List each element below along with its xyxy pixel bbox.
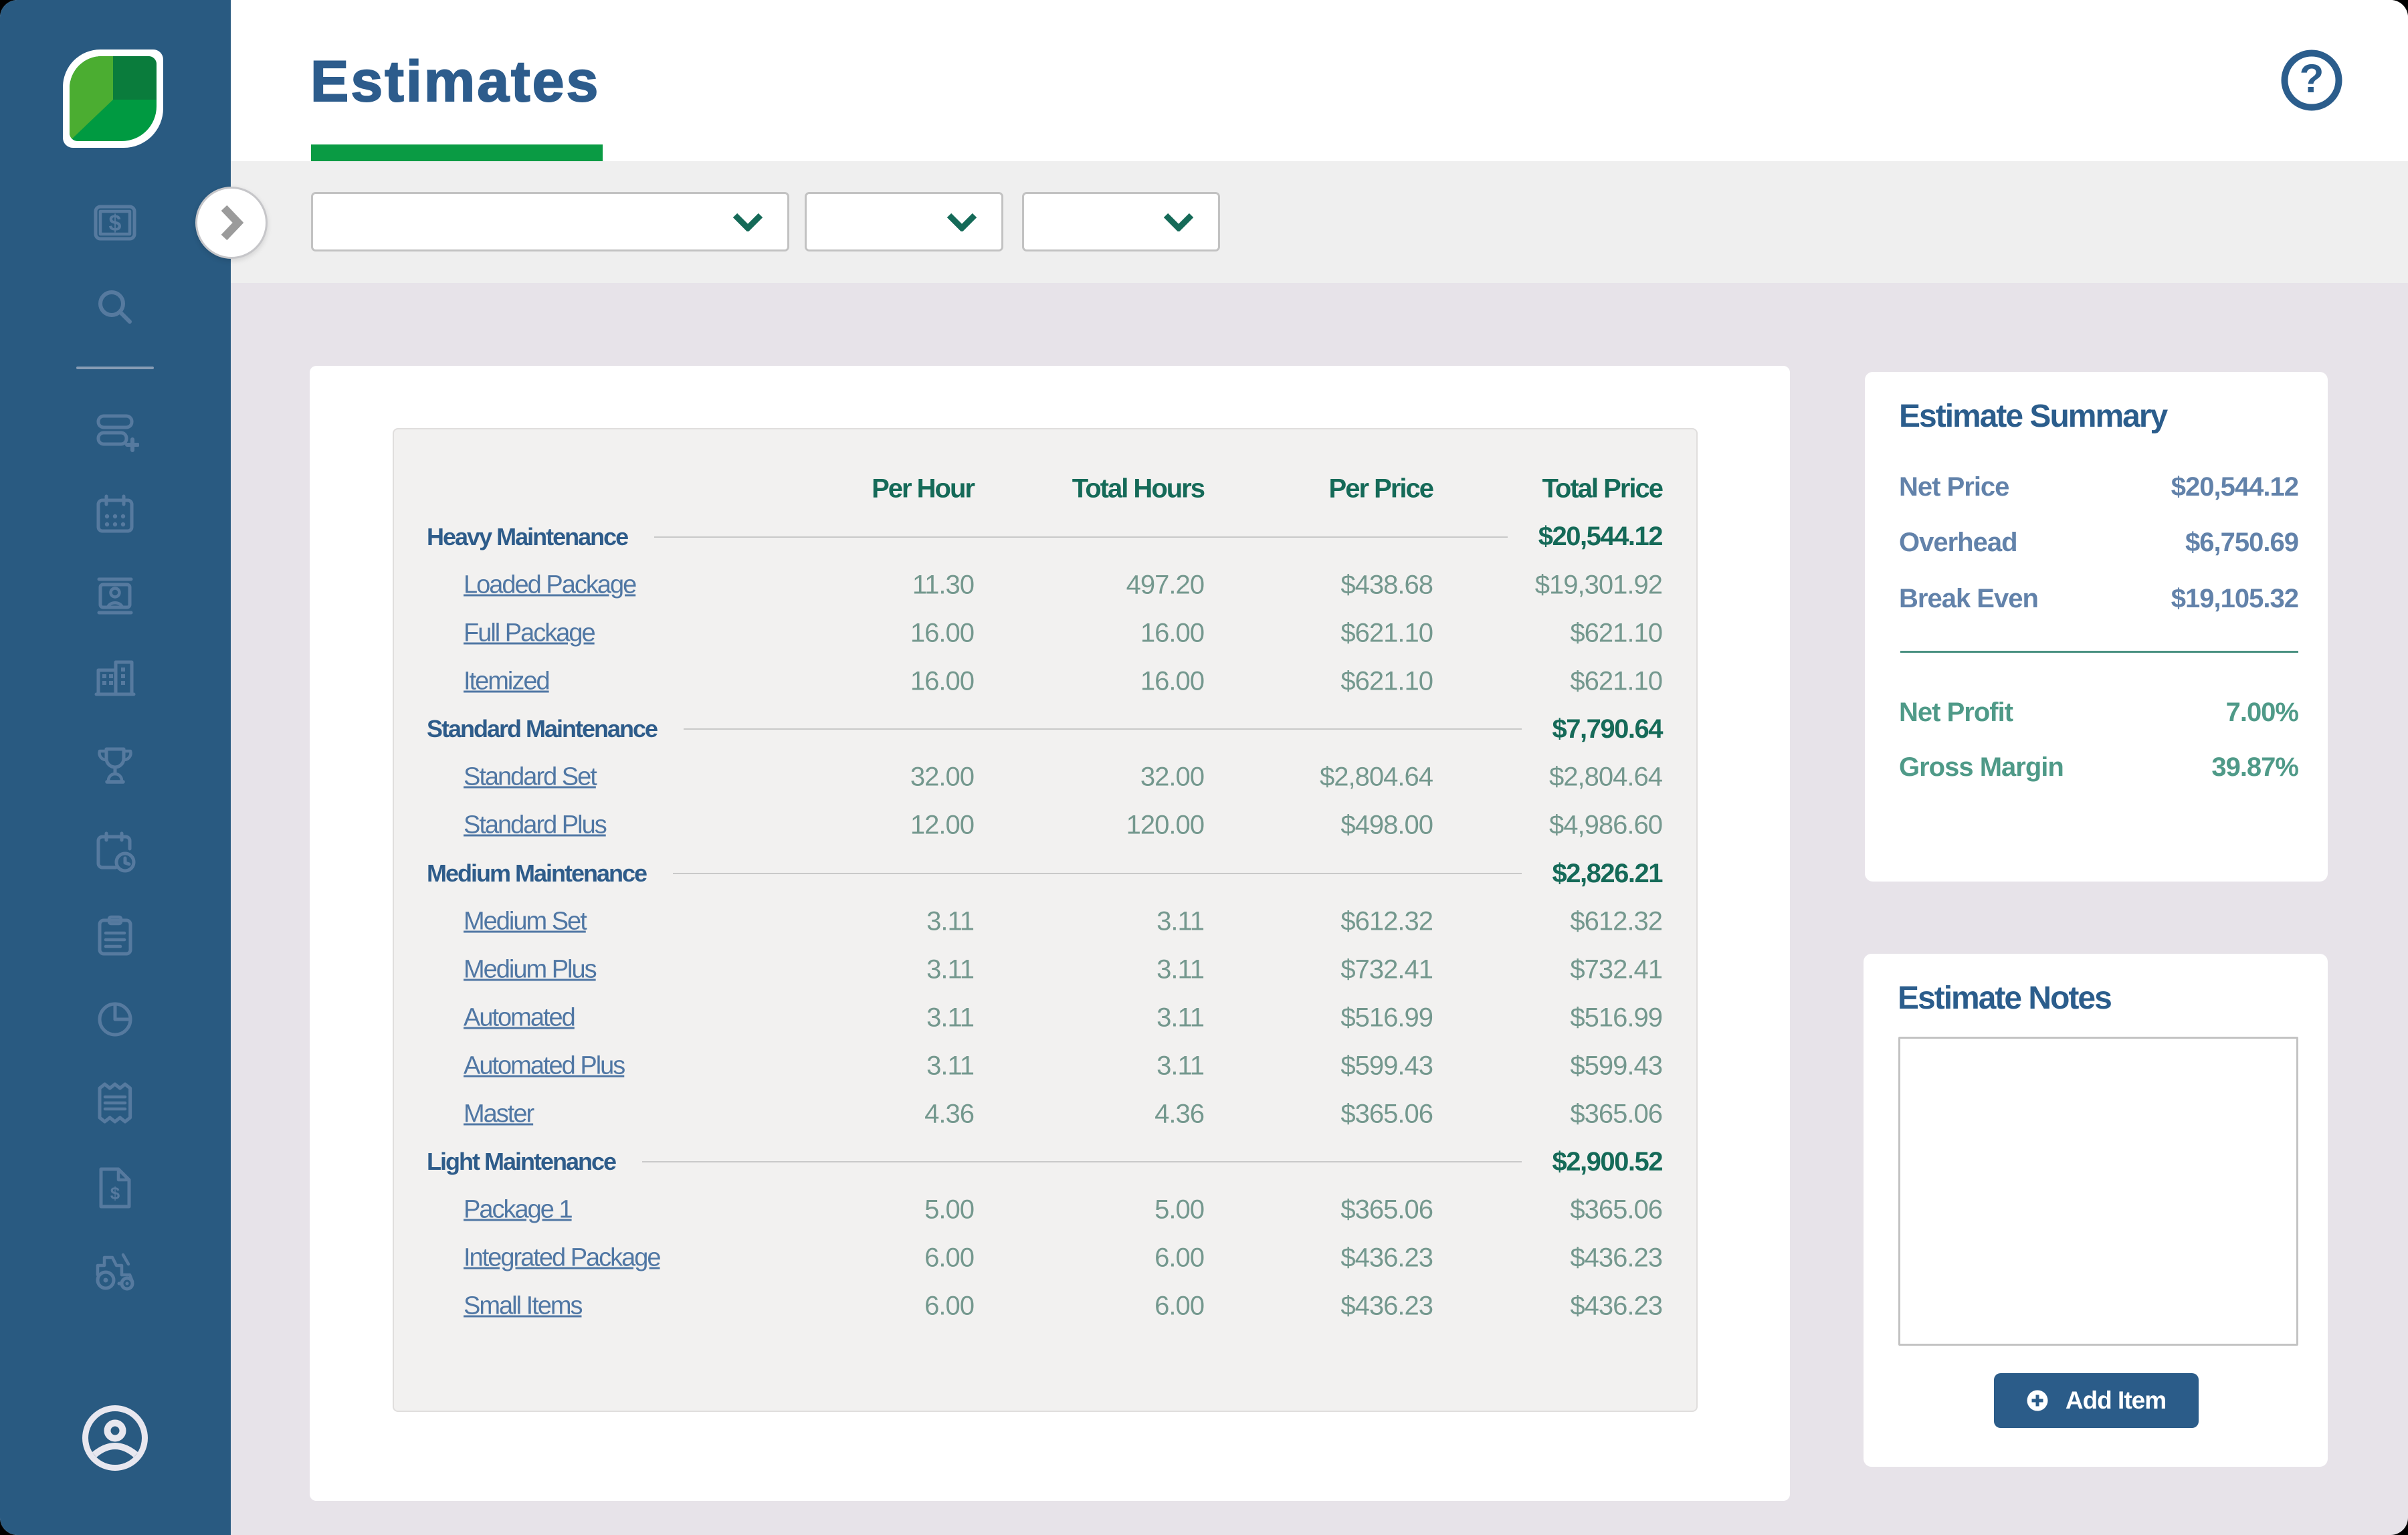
svg-text:$: $ bbox=[109, 211, 122, 236]
svg-text:$: $ bbox=[110, 1183, 120, 1203]
svg-text:?: ? bbox=[2300, 56, 2324, 101]
